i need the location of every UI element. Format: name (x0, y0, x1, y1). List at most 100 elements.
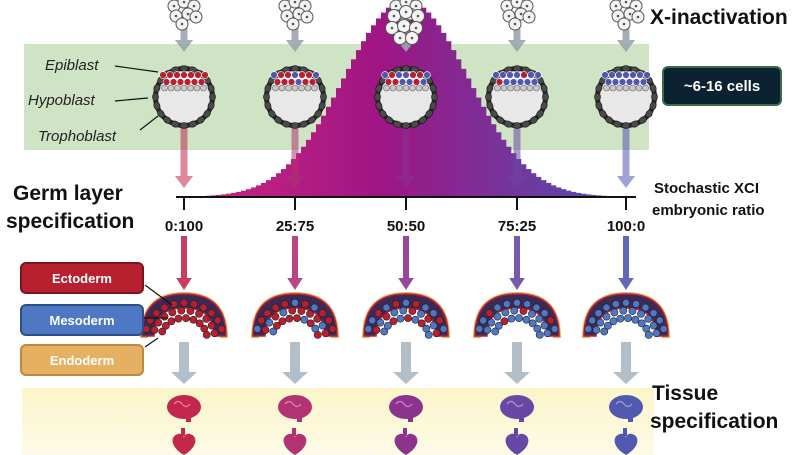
germ-layer-embryo (140, 292, 228, 339)
distribution-bar (231, 192, 237, 197)
distribution-bar (546, 182, 552, 197)
distribution-bar (531, 173, 537, 197)
distribution-bar (331, 97, 337, 197)
distribution-bar (506, 146, 512, 197)
germ-layer-embryo (473, 292, 561, 339)
flow-arrow (509, 236, 525, 290)
distribution-bar (281, 169, 287, 197)
distribution-bar (561, 189, 567, 197)
xci-ratio-title-2: embryonic ratio (652, 202, 765, 219)
germ-layer-title-1: Germ layer (13, 182, 123, 205)
distribution-bar (311, 132, 317, 197)
flow-arrow (174, 120, 194, 188)
distribution-bar (341, 78, 347, 197)
xci-ratio-title-1: Stochastic XCI (654, 180, 760, 197)
label-trophoblast: Trophoblast (38, 128, 117, 145)
flow-arrow (507, 120, 527, 188)
endoderm-badge: Endoderm (20, 344, 144, 376)
tissue-set (278, 395, 312, 455)
ratio-75-25: 75:25 (497, 218, 537, 235)
tissue-set (609, 395, 643, 455)
distribution-bar (581, 193, 587, 197)
arrows (171, 22, 639, 384)
distribution-bar (586, 194, 592, 197)
ratio-100-0: 100:0 (606, 218, 646, 235)
germ-layer-embryo (582, 292, 670, 339)
distribution-bar (521, 164, 527, 197)
cells-badge: ~6-16 cells (662, 66, 782, 106)
distribution-bar (246, 189, 252, 197)
flow-arrow (507, 22, 527, 52)
distribution-bar (576, 192, 582, 197)
flow-arrow (171, 342, 197, 384)
distribution-bar (441, 32, 447, 197)
ratio-25-75: 25:75 (275, 218, 315, 235)
distribution-bar (251, 187, 257, 197)
distribution-bar (346, 68, 352, 198)
distribution-bar (361, 41, 367, 197)
distribution-bar (526, 169, 532, 197)
tissue-set (167, 395, 201, 455)
flow-arrow (282, 342, 308, 384)
brain-icon (278, 395, 312, 419)
distribution-bar (536, 176, 542, 197)
heart-icon (614, 433, 638, 455)
flow-arrow (616, 22, 636, 52)
flow-arrow (616, 120, 636, 188)
label-hypoblast: Hypoblast (28, 92, 95, 109)
germ-layer-embryo (251, 292, 339, 339)
distribution-bar (216, 194, 222, 197)
ratio-0-100: 0:100 (164, 218, 204, 235)
distribution-bar (266, 180, 272, 197)
mesoderm-badge: Mesoderm (20, 304, 144, 336)
distribution-bar (466, 78, 472, 197)
flow-arrow (174, 22, 194, 52)
blastocyst (594, 65, 658, 129)
distribution-bar (371, 25, 377, 197)
flow-arrow (396, 120, 416, 188)
distribution-bar (571, 191, 577, 197)
cell-cluster (167, 0, 203, 31)
distribution-bar (271, 176, 277, 197)
heart-icon (172, 433, 196, 455)
distribution-bar (321, 115, 327, 197)
distribution-bar (486, 115, 492, 197)
ratio-50-50: 50:50 (386, 218, 426, 235)
blastocyst (374, 65, 438, 129)
tissue-set (500, 395, 534, 455)
tissue-title-2: specification (650, 410, 779, 433)
distribution-bar (221, 194, 227, 197)
tissue-organs (167, 395, 643, 455)
cell-clusters (167, 0, 645, 45)
flow-arrow (285, 22, 305, 52)
blastocyst (263, 65, 327, 129)
flow-arrow (393, 342, 419, 384)
x-inactivation-title: X-inactivation (650, 6, 788, 29)
distribution-bar (301, 146, 307, 197)
distribution-bar (471, 88, 477, 197)
label-epiblast: Epiblast (45, 57, 99, 74)
cell-cluster-center (385, 5, 425, 45)
distribution-bar (306, 139, 312, 197)
distribution-bar (461, 68, 467, 198)
distribution-bar (316, 124, 322, 197)
tissue-title-1: Tissue (652, 382, 719, 405)
distribution-bar (491, 124, 497, 197)
distribution-bar (496, 132, 502, 197)
distribution-bar (551, 185, 557, 197)
yellow-band (22, 388, 654, 455)
distribution-bar (351, 59, 357, 197)
distribution-bar (501, 139, 507, 197)
distribution-bar (326, 106, 332, 197)
blastocysts (152, 65, 658, 129)
distribution-bar (451, 50, 457, 198)
distribution-bar (481, 106, 487, 197)
distribution-bar (566, 190, 572, 197)
germ-layer-title-2: specification (6, 210, 135, 233)
brain-icon (609, 395, 643, 419)
ratio-ticks (183, 197, 627, 210)
distribution-bar (276, 173, 282, 197)
ectoderm-badge: Ectoderm (20, 262, 144, 294)
germ-layer-embryo (362, 292, 450, 339)
flow-arrow (287, 236, 303, 290)
